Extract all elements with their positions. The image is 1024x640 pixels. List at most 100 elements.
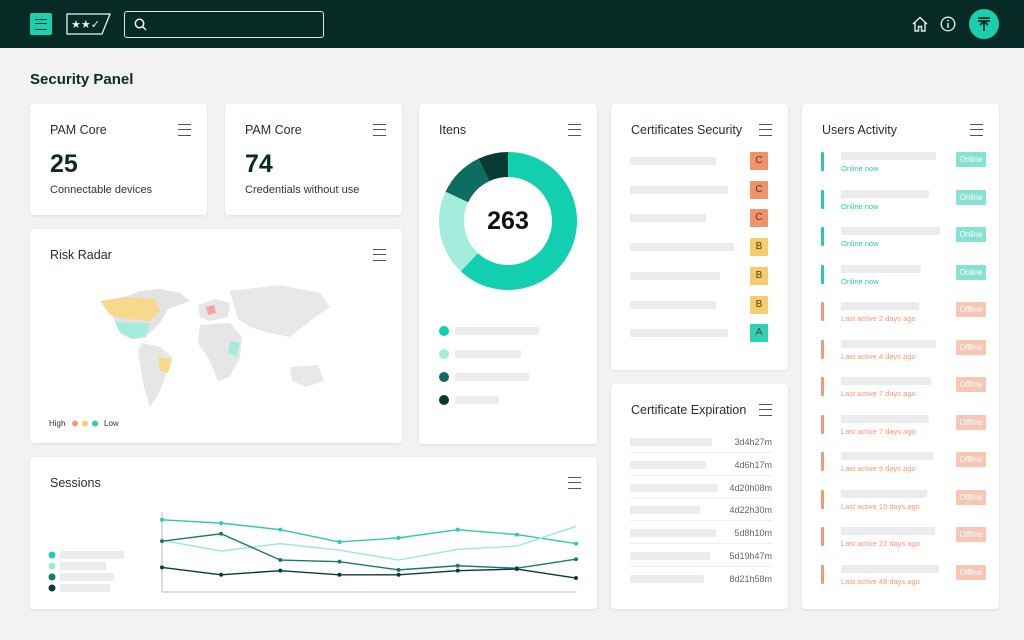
menu-icon[interactable] [759, 404, 772, 416]
card-title: PAM Core [245, 123, 302, 137]
activity-note: Last active 7 days ago [841, 426, 916, 436]
row-divider [630, 452, 772, 453]
sessions-card: Sessions [30, 457, 597, 609]
status-bar [821, 452, 824, 471]
activity-note: Last active 4 days ago [841, 351, 916, 361]
activity-note: Last active 2 days ago [841, 314, 916, 323]
menu-button[interactable] [30, 13, 52, 35]
placeholder [60, 551, 124, 559]
placeholder [60, 573, 114, 581]
grade-badge: A [750, 324, 768, 343]
session-point [455, 527, 460, 532]
row-divider [630, 474, 772, 476]
status-badge: Offline [956, 564, 986, 580]
placeholder [630, 271, 720, 280]
donut-segment [445, 158, 490, 203]
session-point [278, 527, 283, 532]
pam-card: PAM Core 25 Connectable devices [30, 104, 207, 215]
status-bar [821, 489, 824, 509]
menu-icon[interactable] [178, 124, 191, 136]
menu-icon[interactable] [568, 124, 581, 136]
status-bar [821, 302, 824, 321]
home-icon[interactable] [911, 16, 929, 32]
placeholder [841, 414, 929, 423]
svg-text:★★✓: ★★✓ [71, 19, 100, 31]
users-card: Users Activity Online now Online Online no… [802, 104, 999, 609]
placeholder [630, 438, 712, 446]
activity-note: Online now [841, 239, 879, 248]
status-badge: Offline [956, 414, 986, 430]
grade-badge: B [750, 266, 768, 285]
pam-card: PAM Core 74 Credentials without use [225, 104, 402, 215]
placeholder [60, 584, 110, 592]
session-line [161, 519, 577, 545]
menu-icon[interactable] [568, 477, 581, 489]
session-point [337, 559, 342, 564]
session-point [160, 539, 164, 544]
session-point [396, 567, 401, 572]
row-divider [630, 497, 772, 499]
legend-dot [48, 584, 56, 592]
session-point [160, 565, 164, 570]
status-badge: Offline [956, 527, 986, 542]
status-bar [821, 564, 824, 584]
status-badge: Offline [956, 489, 986, 505]
avatar[interactable] [969, 9, 999, 39]
placeholder [841, 189, 929, 198]
status-badge: Online [956, 227, 986, 242]
placeholder [841, 452, 933, 460]
placeholder [630, 300, 716, 309]
status-badge: Online [956, 189, 986, 205]
items-card: Itens 263 [419, 104, 597, 444]
expiration-time: 3d4h27m [734, 437, 772, 447]
placeholder [630, 243, 734, 252]
expiration-time: 8d21h58m [729, 573, 772, 584]
session-point [574, 557, 578, 562]
placeholder [630, 214, 706, 223]
placeholder [630, 506, 700, 515]
expiration-card: Certificate Expiration 3d4h27m 4d6h17m 4d2… [611, 384, 788, 609]
activity-note: Last active 15 days ago [841, 501, 920, 511]
header: ★★✓ [0, 0, 1024, 48]
search-box[interactable] [124, 11, 324, 38]
session-point [514, 532, 519, 537]
menu-icon[interactable] [759, 124, 772, 136]
card-label: Connectable devices [50, 184, 153, 196]
session-point [278, 568, 283, 573]
placeholder [841, 302, 919, 310]
menu-icon[interactable] [373, 249, 386, 261]
grade-badge: B [750, 238, 768, 257]
status-bar [821, 152, 824, 171]
session-point [219, 531, 224, 536]
legend-dot [439, 372, 449, 382]
activity-note: Last active 22 days ago [841, 539, 920, 548]
status-bar [821, 264, 824, 284]
card-value: 25 [50, 150, 78, 178]
placeholder [841, 489, 927, 498]
session-line [161, 566, 577, 579]
donut-chart [439, 152, 577, 290]
status-bar [821, 527, 824, 546]
placeholder [841, 564, 939, 573]
menu-icon[interactable] [970, 124, 983, 136]
expiration-time: 4d6h17m [734, 459, 772, 470]
placeholder [841, 264, 921, 273]
activity-note: Online now [841, 164, 879, 173]
world-map [100, 285, 330, 407]
status-badge: Offline [956, 339, 986, 355]
info-icon[interactable] [940, 16, 956, 32]
menu-icon[interactable] [373, 124, 386, 136]
session-point [455, 563, 460, 568]
legend-dots [72, 420, 98, 427]
session-point [219, 572, 224, 577]
card-label: Credentials without use [245, 184, 360, 196]
session-point [574, 576, 578, 581]
legend-dot [439, 326, 449, 336]
placeholder [630, 185, 728, 194]
session-point [455, 568, 460, 573]
session-point [337, 539, 342, 544]
donut-segment [478, 152, 508, 182]
sessions-chart [48, 512, 578, 593]
card-title: Certificates Security [631, 123, 743, 137]
